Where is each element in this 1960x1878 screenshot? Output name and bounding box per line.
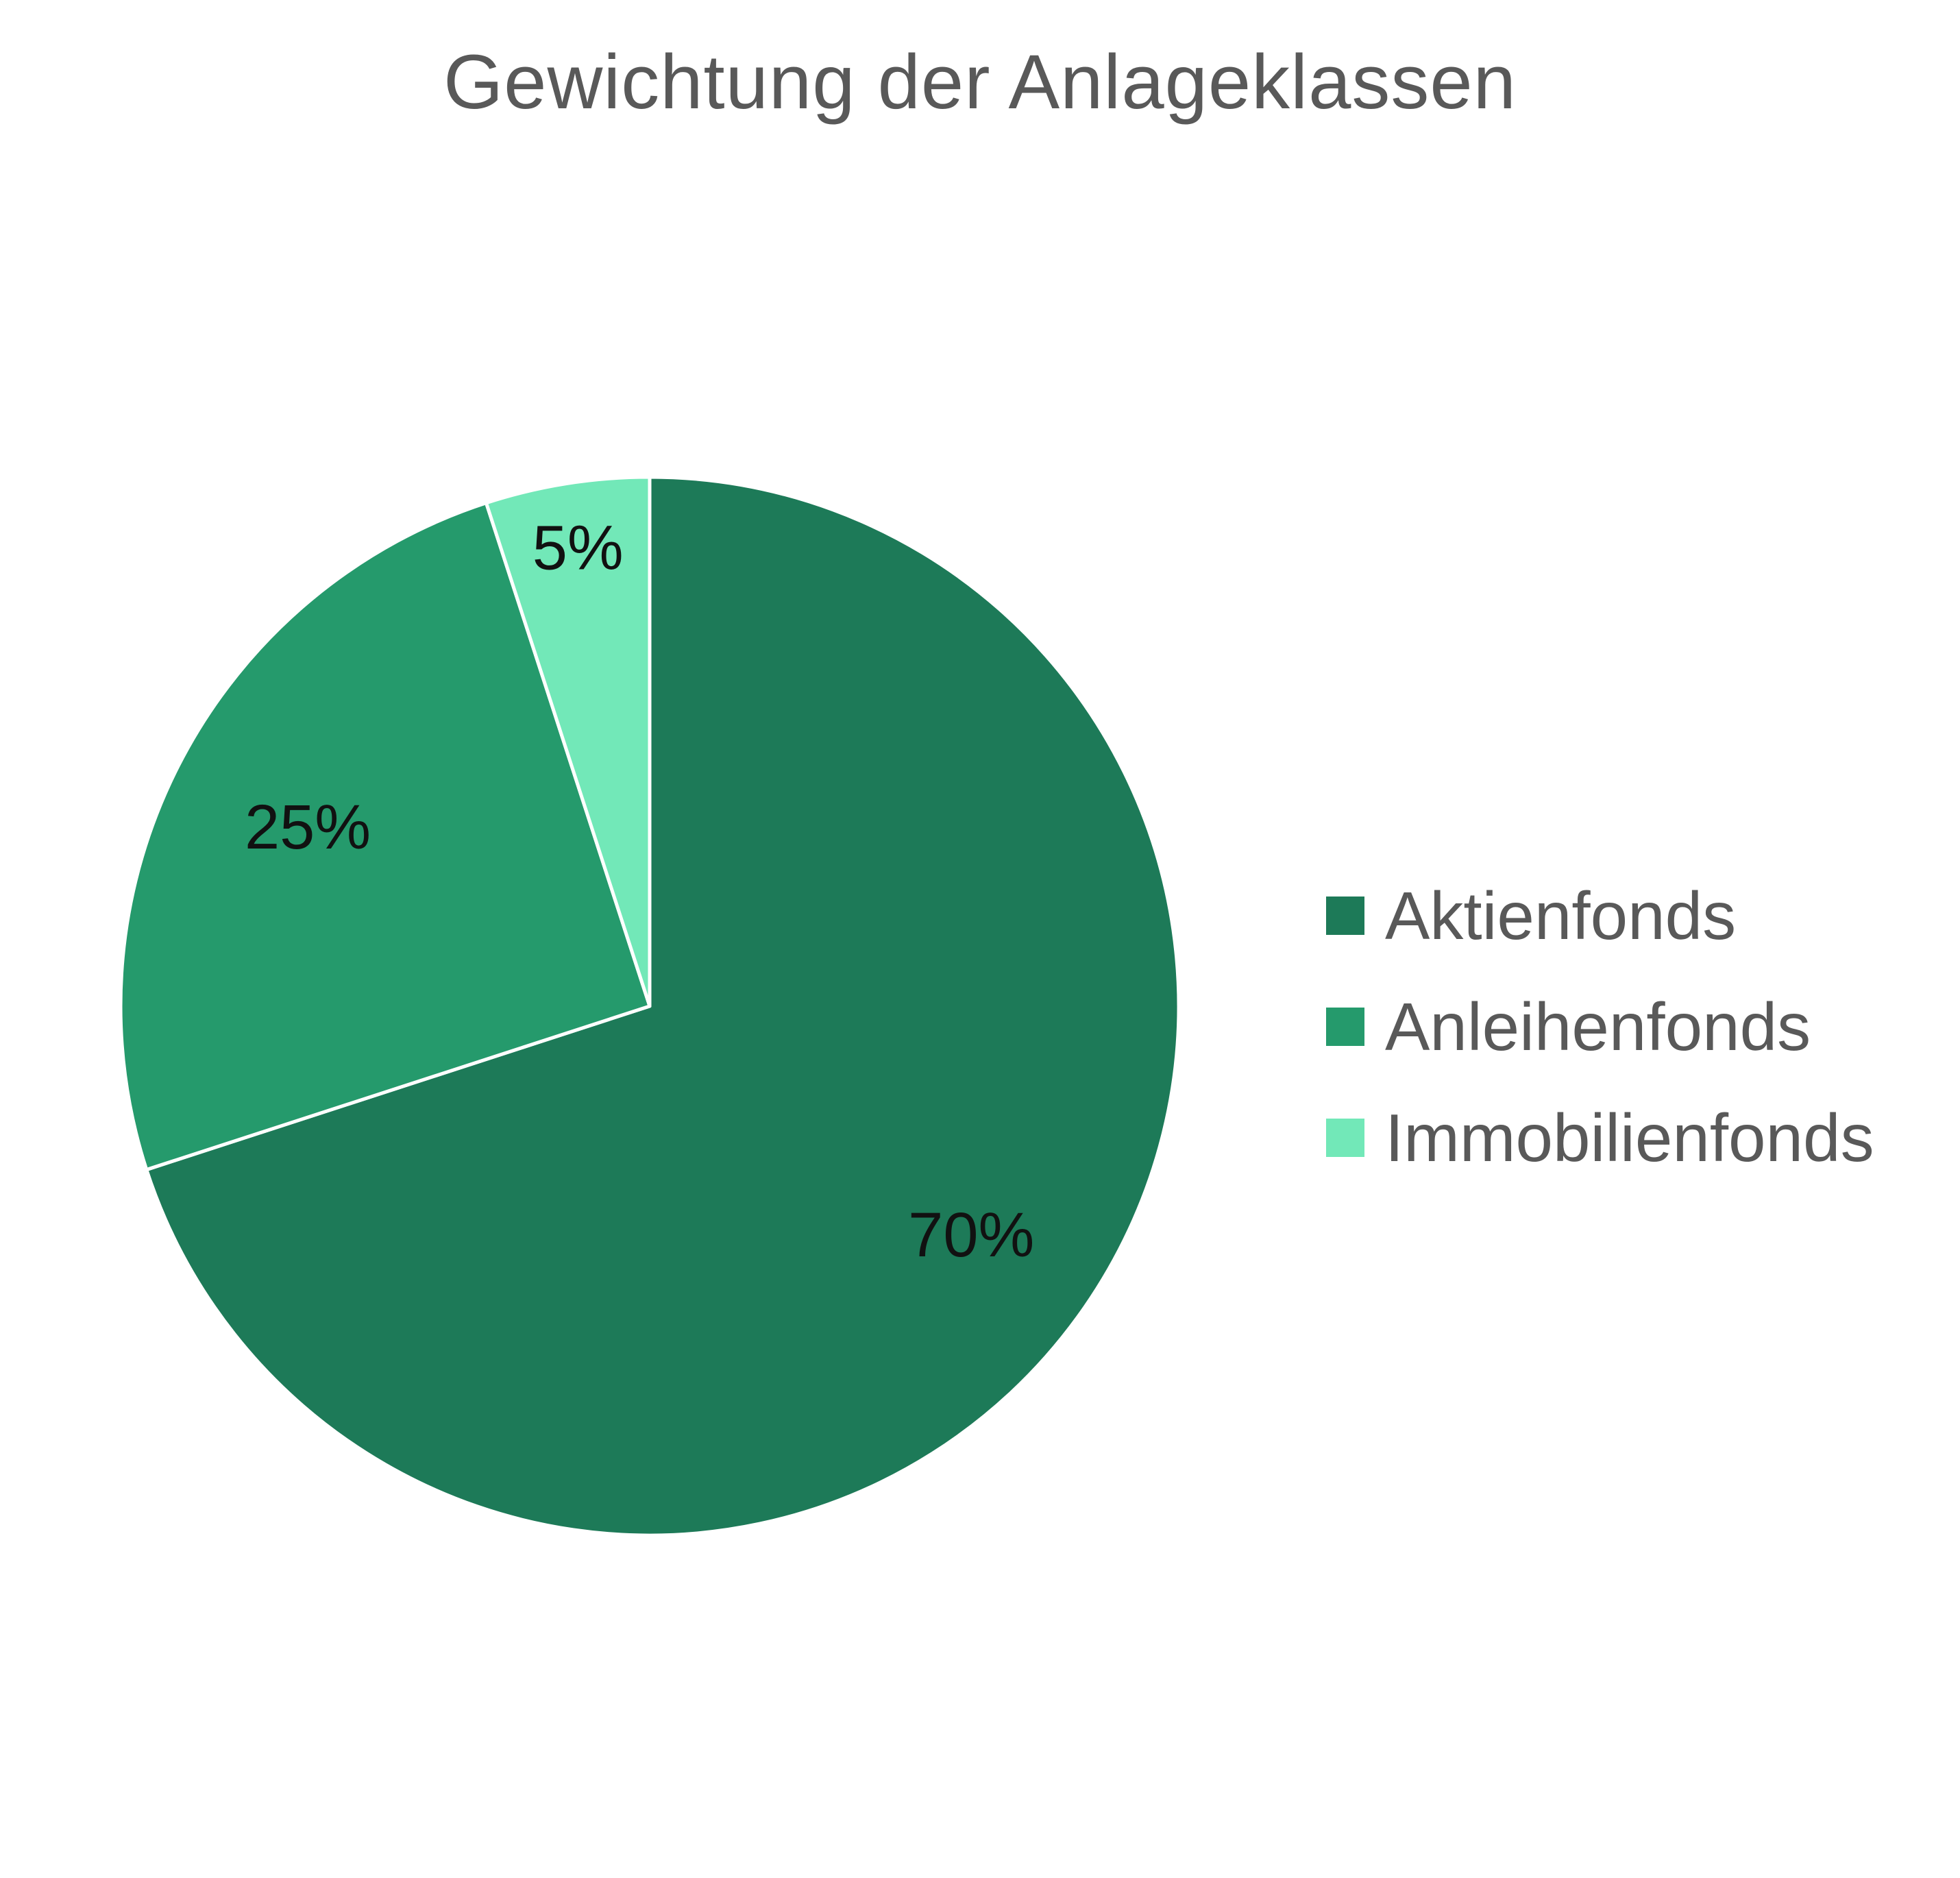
legend-swatch: [1326, 1008, 1364, 1046]
legend: Aktienfonds Anleihenfonds Immobilienfond…: [1326, 860, 1874, 1193]
legend-label: Anleihenfonds: [1385, 988, 1811, 1064]
pie-slice-aktienfonds[interactable]: [145, 475, 1181, 1537]
pie-data-label: 5%: [532, 513, 624, 583]
legend-swatch: [1326, 1119, 1364, 1157]
pie-data-label: 70%: [908, 1200, 1034, 1270]
legend-item-aktienfonds[interactable]: Aktienfonds: [1326, 860, 1874, 971]
pie-slice-immobilienfonds[interactable]: [484, 475, 652, 1008]
legend-item-anleihenfonds[interactable]: Anleihenfonds: [1326, 971, 1874, 1082]
pie-data-labels: 70% 25% 5%: [245, 513, 1034, 1271]
legend-label: Aktienfonds: [1385, 877, 1737, 953]
pie-slices: [119, 475, 1181, 1537]
legend-item-immobilienfonds[interactable]: Immobilienfonds: [1326, 1082, 1874, 1193]
legend-label: Immobilienfonds: [1385, 1099, 1874, 1175]
legend-swatch: [1326, 897, 1364, 935]
pie-slice-anleihenfonds[interactable]: [119, 501, 652, 1172]
pie-data-label: 25%: [245, 792, 371, 862]
chart-title: Gewichtung der Anlageklassen: [443, 39, 1517, 125]
